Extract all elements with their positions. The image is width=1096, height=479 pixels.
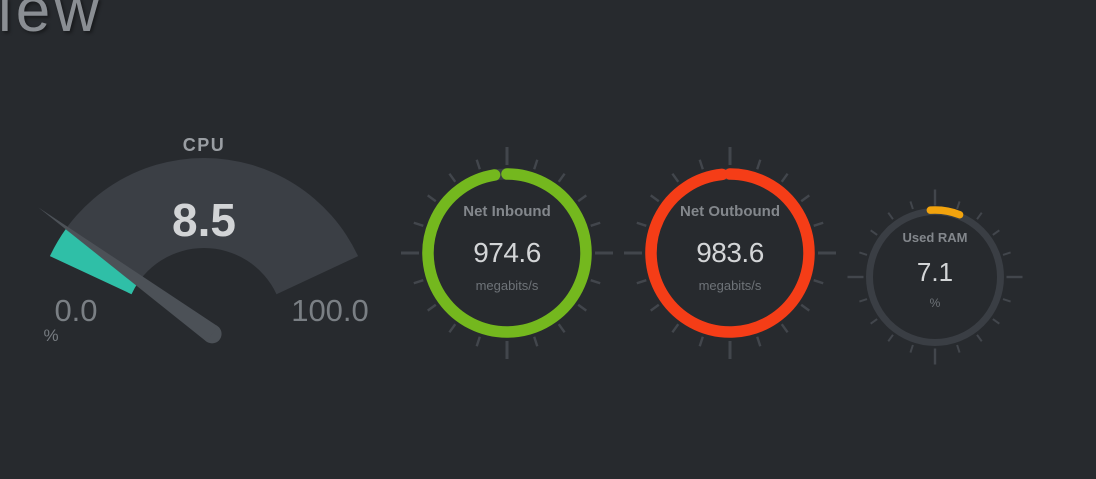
net-inbound-title: Net Inbound [463, 203, 551, 220]
net-outbound-value: 983.6 [696, 237, 764, 268]
net-inbound-ring [401, 147, 613, 359]
net-inbound-unit-label: megabits/s [475, 278, 539, 293]
net-outbound-gauge: Net Outbound 983.6 megabits/s [620, 143, 840, 363]
net-outbound-unit-label: megabits/s [698, 278, 762, 293]
cpu-gauge-max-label: 100.0 [291, 293, 369, 328]
net-inbound-gauge: Net Inbound 974.6 megabits/s [397, 143, 617, 363]
net-inbound-value: 974.6 [473, 237, 541, 268]
cpu-gauge-value: 8.5 [172, 194, 236, 246]
used-ram-title: Used RAM [902, 230, 968, 245]
cpu-gauge-title: CPU [182, 135, 226, 155]
net-outbound-ring [624, 147, 836, 359]
used-ram-gauge: Used RAM 7.1 % [845, 187, 1025, 367]
used-ram-unit-label: % [929, 296, 941, 310]
used-ram-value: 7.1 [916, 257, 954, 287]
page-title-fragment: iew [0, 0, 104, 45]
cpu-gauge-dial [38, 157, 359, 344]
cpu-gauge-unit-label: % [43, 326, 59, 345]
cpu-gauge-min-label: 0.0 [54, 293, 98, 328]
used-ram-ring [847, 189, 1023, 365]
net-outbound-title: Net Outbound [680, 203, 780, 220]
